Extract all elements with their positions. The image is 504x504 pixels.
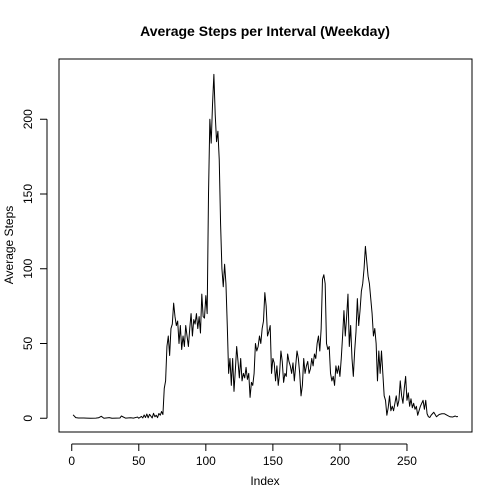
y-axis-label: Average Steps [2, 206, 16, 285]
x-tick-label: 50 [132, 454, 146, 468]
x-tick-label: 250 [397, 454, 417, 468]
chart-title: Average Steps per Interval (Weekday) [140, 23, 390, 39]
y-tick-label: 100 [21, 258, 35, 278]
x-tick-label: 150 [263, 454, 283, 468]
y-tick-label: 150 [21, 184, 35, 204]
y-tick-label: 0 [21, 415, 35, 422]
series-line [72, 73, 459, 419]
plot-area-border [58, 58, 473, 433]
x-tick-label: 0 [68, 454, 75, 468]
x-axis: 0 50 100 150 200 250 [68, 443, 417, 468]
y-tick-label: 200 [21, 109, 35, 129]
x-tick-label: 200 [330, 454, 350, 468]
x-tick-label: 100 [196, 454, 216, 468]
y-tick-label: 50 [21, 337, 35, 351]
x-axis-label: Index [250, 474, 279, 488]
y-axis: 0 50 100 150 200 [21, 109, 48, 422]
